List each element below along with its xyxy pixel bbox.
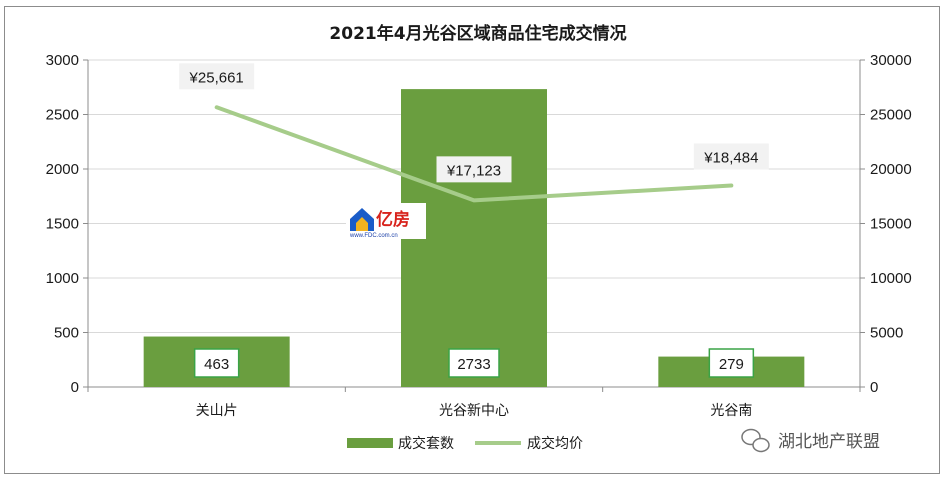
legend-bar-label: 成交套数 bbox=[398, 435, 454, 452]
left-tick-label: 2000 bbox=[46, 161, 79, 178]
right-tick-label: 15000 bbox=[870, 216, 912, 233]
left-tick-label: 2500 bbox=[46, 107, 79, 124]
legend-bar-swatch bbox=[347, 438, 393, 448]
bar-label-box bbox=[448, 348, 500, 378]
right-tick-label: 0 bbox=[870, 379, 878, 396]
bars bbox=[143, 89, 805, 387]
left-tick-label: 3000 bbox=[46, 52, 79, 69]
watermark-account: 湖北地产联盟 bbox=[778, 432, 880, 452]
bar-data-label: 463 bbox=[204, 356, 229, 373]
left-tick-label: 1000 bbox=[46, 270, 79, 287]
right-tick-label: 5000 bbox=[870, 325, 903, 342]
bar-data-labels: 463 2733 279 bbox=[193, 348, 755, 378]
bar-data-label: 279 bbox=[719, 356, 744, 373]
right-axis-ticks: 0 5000 10000 15000 20000 25000 30000 bbox=[870, 52, 912, 396]
line-series bbox=[214, 105, 734, 203]
line-label-box bbox=[179, 63, 255, 90]
line-data-label: ¥17,123 bbox=[446, 162, 501, 179]
logo-text: 亿房 bbox=[376, 209, 410, 230]
category-label: 光谷新中心 bbox=[439, 403, 509, 419]
left-tick-label: 1500 bbox=[46, 216, 79, 233]
wechat-watermark: 湖北地产联盟 bbox=[741, 428, 880, 453]
line-data-label: ¥18,484 bbox=[703, 150, 758, 167]
right-tick-label: 25000 bbox=[870, 107, 912, 124]
logo-url: www.FDC.com.cn bbox=[349, 233, 398, 239]
bar-label-box bbox=[708, 348, 755, 378]
line-label-box bbox=[436, 156, 512, 183]
line-label-box bbox=[693, 143, 769, 170]
left-tick-label: 500 bbox=[54, 325, 79, 342]
left-axis-ticks: 0 500 1000 1500 2000 2500 3000 bbox=[46, 52, 79, 396]
legend-line-label: 成交均价 bbox=[527, 435, 583, 452]
bar-data-label: 2733 bbox=[457, 356, 490, 373]
category-label: 关山片 bbox=[196, 403, 238, 419]
chart-title: 2021年4月光谷区域商品住宅成交情况 bbox=[329, 23, 626, 44]
category-labels: 关山片 光谷新中心 光谷南 bbox=[196, 403, 753, 419]
category-label: 光谷南 bbox=[710, 403, 752, 419]
left-tick-label: 0 bbox=[71, 379, 79, 396]
right-tick-label: 30000 bbox=[870, 52, 912, 69]
price-line bbox=[214, 105, 734, 203]
line-data-labels: ¥25,661 ¥17,123 ¥18,484 bbox=[179, 63, 769, 183]
wechat-icon bbox=[741, 428, 770, 453]
bar-label-box bbox=[193, 348, 240, 378]
legend: 成交套数 成交均价 bbox=[347, 435, 583, 452]
right-tick-label: 10000 bbox=[870, 270, 912, 287]
right-tick-label: 20000 bbox=[870, 161, 912, 178]
line-data-label: ¥25,661 bbox=[189, 69, 244, 86]
fdc-logo: 亿房 www.FDC.com.cn bbox=[346, 203, 426, 239]
